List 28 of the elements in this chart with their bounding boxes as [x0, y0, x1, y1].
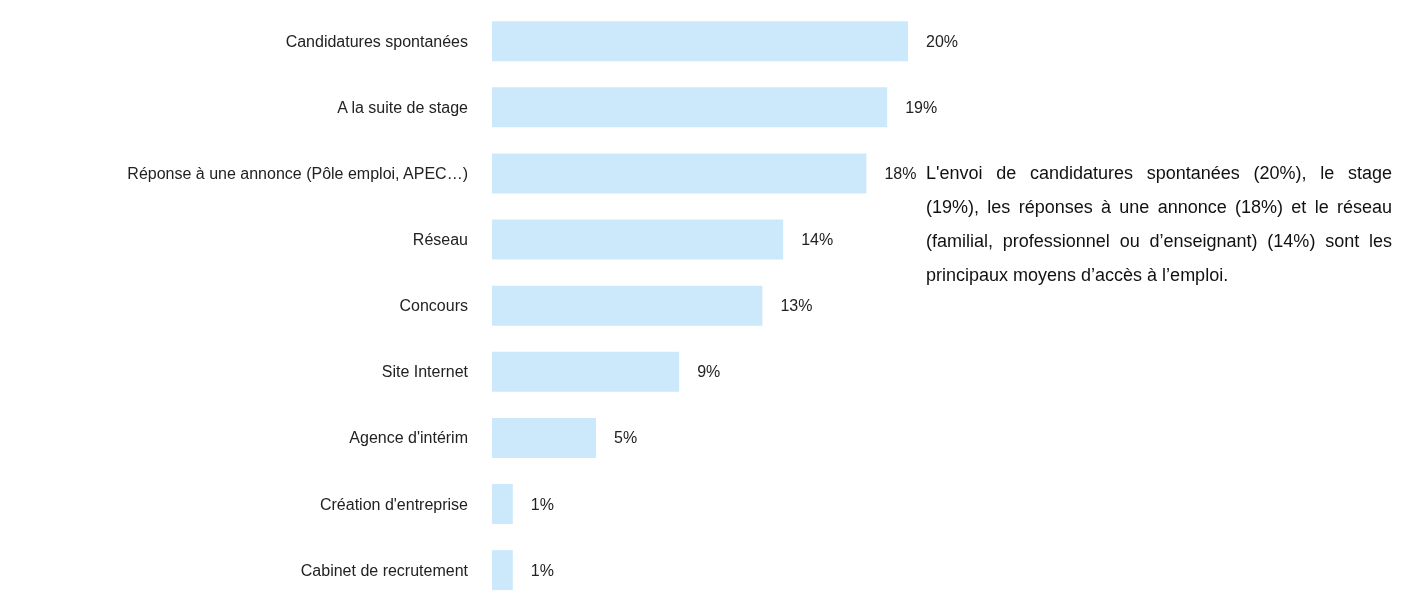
y-tick-label: Création d'entreprise: [319, 495, 469, 513]
y-tick-label: Réponse à une annonce (Pôle emploi, APEC…): [127, 164, 468, 182]
y-tick-label: Concours: [399, 297, 468, 315]
data-label: 19%: [905, 98, 938, 116]
data-label: 18%: [884, 164, 917, 182]
y-tick-label: Candidatures spontanées: [285, 32, 468, 50]
data-label: 1%: [530, 495, 554, 513]
bar: [492, 351, 680, 392]
data-label: 1%: [530, 561, 554, 579]
bar: [492, 417, 596, 458]
bar: [492, 21, 908, 62]
data-label: 14%: [801, 231, 834, 249]
y-tick-label: A la suite de stage: [337, 98, 469, 116]
data-label: 13%: [780, 297, 813, 315]
bar: [492, 285, 763, 326]
bar: [492, 550, 513, 591]
y-tick-label: Agence d'intérim: [349, 429, 468, 447]
text: L'envoi de candidatures spontanées (20%), le stage (19%), les réponses à une annonce (18%) et le réseau (familial, professionnel ou d’enseignant) (14%) sont les principaux moyens d’accès à l’emploi.: [926, 162, 1392, 287]
bar: [492, 219, 784, 260]
bar: [492, 484, 513, 524]
data-label: 20%: [926, 32, 959, 50]
y-tick-label: Réseau: [412, 231, 468, 249]
data-label: 5%: [614, 429, 638, 447]
bar: [492, 153, 867, 194]
bar: [492, 87, 888, 128]
data-label: 9%: [697, 363, 721, 381]
y-tick-label: Site Internet: [381, 363, 469, 381]
y-tick-label: Cabinet de recrutement: [300, 561, 469, 579]
